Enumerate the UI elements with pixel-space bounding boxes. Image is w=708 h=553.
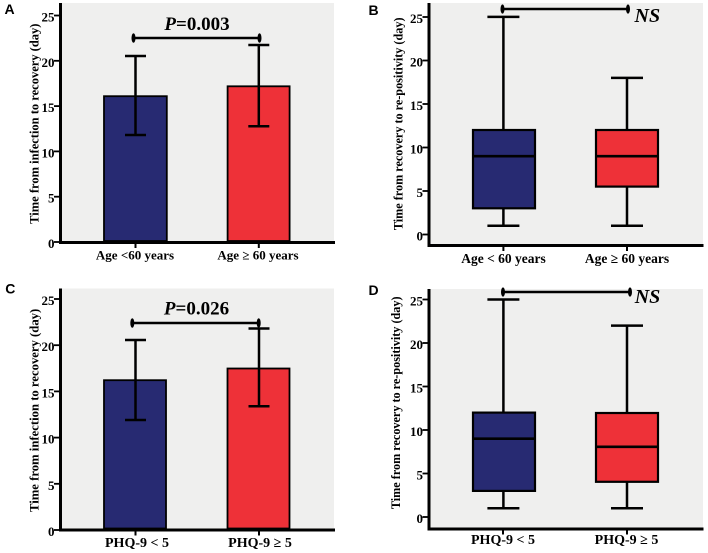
- svg-text:20: 20: [42, 55, 55, 70]
- svg-text:20: 20: [42, 339, 55, 354]
- svg-text:15: 15: [42, 385, 56, 400]
- svg-text:PHQ-9 ≥ 5: PHQ-9 ≥ 5: [595, 533, 659, 548]
- svg-text:C: C: [5, 281, 15, 297]
- svg-text:A: A: [5, 1, 15, 17]
- svg-text:15: 15: [410, 381, 424, 396]
- svg-text:0: 0: [417, 511, 424, 526]
- svg-text:Age ≥ 60 years: Age ≥ 60 years: [217, 248, 298, 263]
- svg-text:5: 5: [48, 191, 55, 206]
- svg-text:D: D: [369, 282, 379, 298]
- svg-text:B: B: [369, 2, 379, 18]
- svg-text:PHQ-9 ≥ 5: PHQ-9 ≥ 5: [228, 536, 292, 551]
- svg-text:NS: NS: [634, 286, 661, 308]
- svg-text:25: 25: [42, 10, 56, 25]
- svg-text:25: 25: [410, 11, 424, 26]
- svg-text:25: 25: [42, 293, 56, 308]
- svg-text:Age <60 years: Age <60 years: [96, 248, 174, 263]
- svg-text:Time from infection to recover: Time from infection to recovery (day): [28, 24, 42, 224]
- svg-text:NS: NS: [634, 5, 661, 27]
- svg-text:Time from recovery to re-posit: Time from recovery to re-positivity (day…: [389, 296, 403, 509]
- svg-text:PHQ-9 < 5: PHQ-9 < 5: [105, 536, 169, 551]
- svg-text:15: 15: [42, 100, 56, 115]
- svg-text:0: 0: [417, 229, 424, 244]
- svg-text:0: 0: [48, 236, 55, 251]
- svg-text:5: 5: [48, 478, 55, 493]
- svg-text:PHQ-9 < 5: PHQ-9 < 5: [471, 533, 535, 548]
- svg-text:20: 20: [410, 337, 423, 352]
- svg-text:Age ≥ 60 years: Age ≥ 60 years: [585, 251, 669, 266]
- svg-text:20: 20: [410, 55, 423, 70]
- svg-text:Time from infection to recover: Time from infection to recovery (day): [28, 309, 42, 512]
- svg-text:P=0.026: P=0.026: [163, 299, 229, 320]
- svg-text:Age < 60 years: Age < 60 years: [461, 251, 546, 266]
- svg-text:0: 0: [48, 524, 55, 539]
- svg-text:Time from recovery to re-posit: Time from recovery to re-positivity (day…: [392, 17, 406, 230]
- svg-text:5: 5: [417, 185, 424, 200]
- svg-text:10: 10: [42, 432, 55, 447]
- svg-text:10: 10: [42, 145, 55, 160]
- svg-text:P=0.003: P=0.003: [163, 14, 229, 35]
- svg-text:10: 10: [410, 424, 423, 439]
- svg-text:5: 5: [417, 468, 424, 483]
- svg-text:10: 10: [410, 142, 423, 157]
- svg-text:15: 15: [410, 98, 424, 113]
- svg-text:25: 25: [410, 294, 424, 309]
